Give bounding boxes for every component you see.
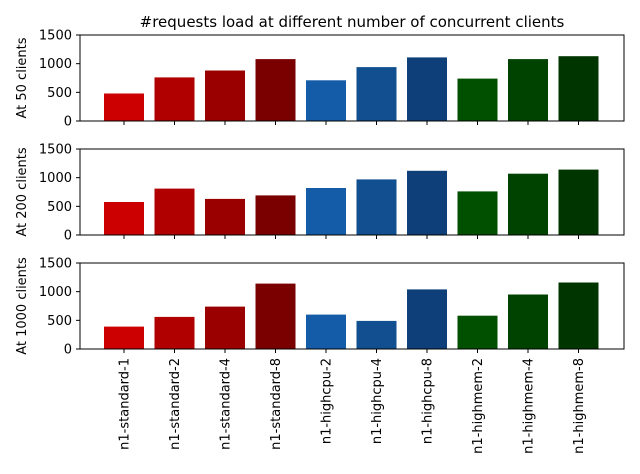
y-axis-label: At 1000 clients — [15, 257, 30, 355]
bar-n1-standard-8 — [255, 195, 296, 235]
bar-n1-highcpu-4 — [356, 179, 397, 235]
chart-title: #requests load at different number of co… — [140, 13, 565, 31]
x-tick-label: n1-highmem-2 — [471, 358, 486, 454]
x-tick-label: n1-standard-8 — [269, 358, 284, 450]
y-tick-label: 0 — [64, 115, 72, 130]
bar-n1-standard-2 — [154, 77, 195, 121]
bar-n1-highmem-2 — [457, 191, 498, 235]
bar-n1-standard-2 — [154, 316, 195, 349]
y-tick-label: 1000 — [39, 57, 72, 72]
bar-n1-standard-4 — [205, 198, 245, 235]
bar-n1-standard-1 — [104, 202, 144, 235]
bar-n1-highmem-2 — [457, 78, 498, 121]
bar-n1-standard-8 — [255, 283, 296, 349]
bar-n1-highcpu-2 — [306, 314, 346, 349]
bar-n1-standard-4 — [205, 70, 245, 121]
subplot-3: 0 500 1000 1500 At 1000 clients n1-standard-1… — [15, 257, 625, 454]
y-axis-label: At 50 clients — [15, 37, 30, 118]
bar-n1-standard-1 — [104, 326, 144, 349]
x-tick-label: n1-highcpu-2 — [320, 358, 335, 444]
bar-n1-highmem-4 — [508, 173, 548, 235]
x-tick-label: n1-standard-1 — [118, 358, 133, 450]
subplot-1: 0 500 1000 1500 At 50 clients #requests load … — [15, 13, 625, 130]
y-tick-label: 1000 — [39, 285, 72, 300]
bar-n1-highcpu-8 — [407, 170, 447, 235]
subplot-2: 0 500 1000 1500 At 200 clients — [15, 143, 625, 244]
y-axis-label: At 200 clients — [15, 147, 30, 237]
bar-n1-highmem-8 — [558, 169, 599, 235]
bar-n1-standard-8 — [255, 59, 296, 121]
bar-n1-highmem-4 — [508, 59, 548, 121]
bar-n1-highmem-8 — [558, 56, 599, 122]
y-tick-label: 0 — [64, 343, 72, 358]
y-tick-label: 1500 — [39, 143, 72, 158]
bar-n1-highcpu-2 — [306, 188, 346, 235]
bar-n1-standard-4 — [205, 306, 245, 349]
bar-n1-standard-1 — [104, 93, 144, 121]
x-tick-label: n1-highcpu-4 — [370, 358, 385, 444]
bar-n1-highcpu-4 — [356, 320, 397, 349]
axes-frame — [79, 34, 625, 122]
y-tick-label: 1500 — [39, 29, 72, 44]
axes-frame — [79, 148, 625, 236]
bar-n1-highmem-4 — [508, 294, 548, 349]
y-tick-label: 500 — [47, 200, 72, 215]
y-tick-label: 1000 — [39, 171, 72, 186]
x-tick-label: n1-standard-4 — [219, 358, 234, 450]
y-tick-label: 500 — [47, 86, 72, 101]
x-tick-label: n1-standard-2 — [168, 358, 183, 450]
bar-n1-highcpu-2 — [306, 80, 346, 121]
bar-n1-highcpu-8 — [407, 57, 447, 121]
axes-frame — [79, 262, 625, 350]
bar-n1-highcpu-8 — [407, 289, 447, 349]
bar-n1-standard-2 — [154, 188, 195, 235]
bar-n1-highmem-8 — [558, 282, 599, 349]
x-tick-label: n1-highcpu-8 — [421, 358, 436, 444]
x-tick-label: n1-highmem-8 — [572, 358, 587, 454]
y-tick-label: 1500 — [39, 257, 72, 272]
y-tick-label: 0 — [64, 229, 72, 244]
y-tick-label: 500 — [47, 314, 72, 329]
x-tick-label: n1-highmem-4 — [522, 358, 537, 454]
bar-n1-highcpu-4 — [356, 67, 397, 121]
bar-n1-highmem-2 — [457, 315, 498, 349]
